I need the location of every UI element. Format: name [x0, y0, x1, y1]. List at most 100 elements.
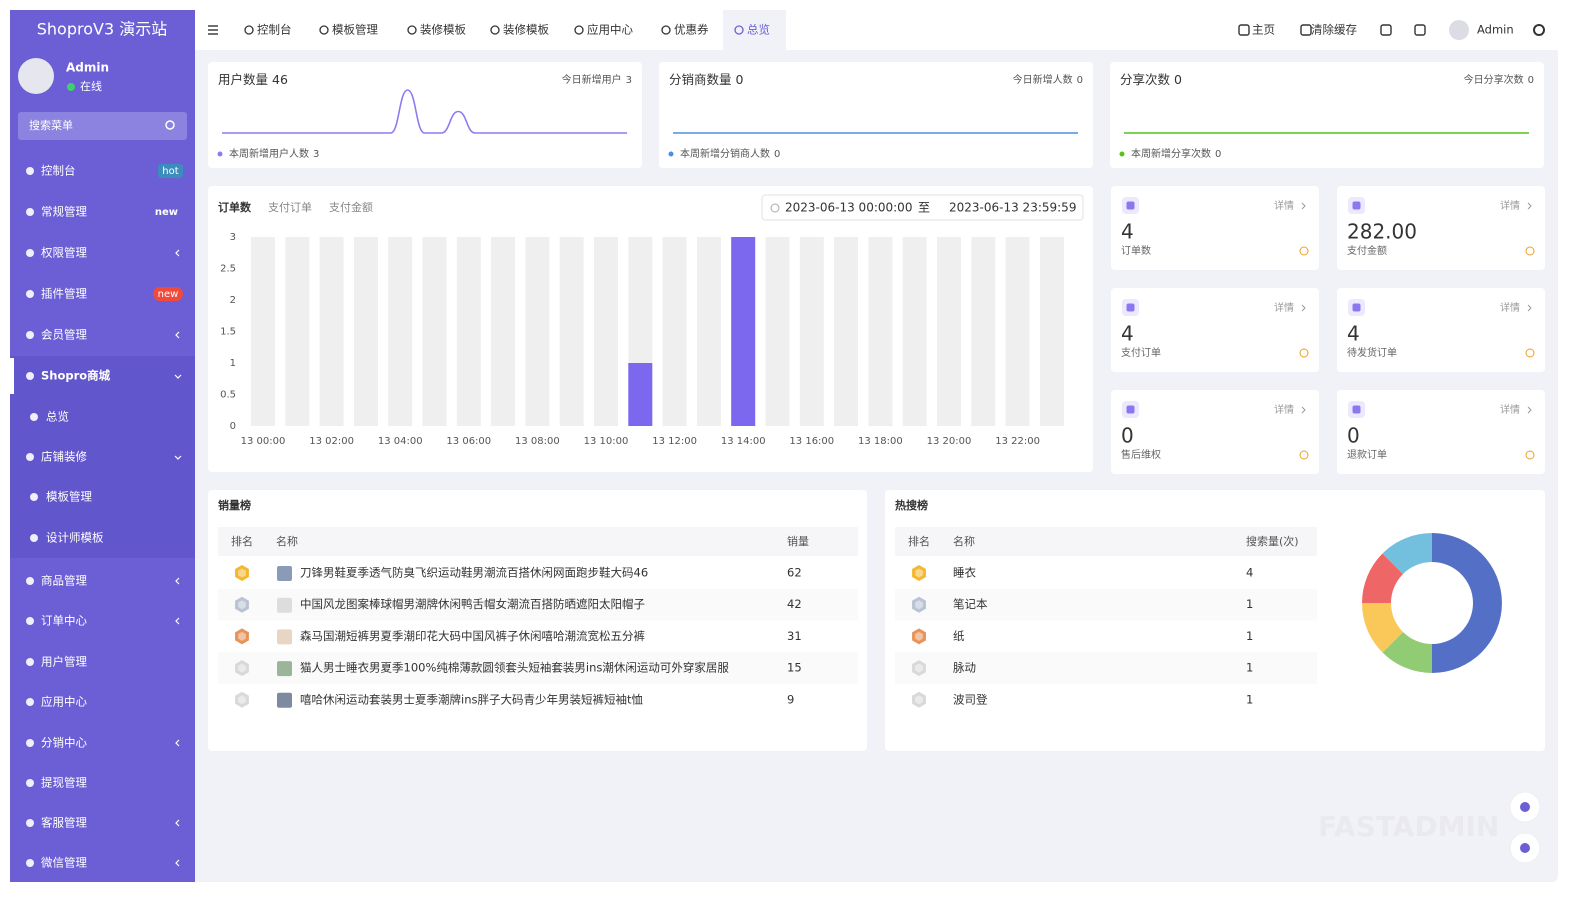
stat-link[interactable]: 详情: [1500, 301, 1520, 314]
x-tick-label: 13 14:00: [721, 436, 766, 447]
nav-tab[interactable]: 装修模板: [503, 23, 549, 37]
table-count: 1: [1246, 629, 1253, 643]
menu-item[interactable]: 客服管理: [41, 816, 87, 830]
table-name: 纸: [953, 629, 965, 643]
stat-value: 4: [1347, 322, 1360, 346]
summary-today-part: 0: [1528, 75, 1534, 86]
summary-today-part: 3: [626, 75, 632, 86]
bar-background: [903, 237, 927, 426]
stat-link[interactable]: 详情: [1500, 199, 1520, 212]
table-header-cell: 名称: [953, 534, 975, 548]
summary-title-part: 分销商数量: [669, 72, 732, 87]
badge-text: new: [158, 289, 179, 300]
stat-label: 待发货订单: [1347, 346, 1397, 359]
stat-label: 退款订单: [1347, 448, 1387, 461]
x-tick-label: 13 08:00: [515, 436, 560, 447]
top-user[interactable]: Admin: [1477, 23, 1514, 37]
menu-item[interactable]: Shopro商城: [41, 369, 111, 383]
menu-item[interactable]: 设计师模板: [46, 531, 104, 545]
menu-item[interactable]: 店铺装修: [41, 450, 87, 464]
stat-link[interactable]: 详情: [1500, 403, 1520, 416]
table-header-cell: 排名: [908, 534, 930, 548]
submenu-band: [10, 356, 195, 558]
table-count: 9: [787, 692, 794, 706]
table-name: 刀锋男鞋夏季透气防臭飞织运动鞋男潮流百搭休闲网面跑步鞋大码46: [300, 566, 648, 580]
stat-label: 售后维权: [1121, 448, 1161, 461]
top-link[interactable]: 清除缓存: [1311, 23, 1357, 37]
menu-item[interactable]: 应用中心: [41, 695, 87, 709]
top-link[interactable]: 主页: [1252, 23, 1275, 37]
menu-item[interactable]: 控制台: [41, 164, 76, 178]
summary-title-part: 分享次数: [1120, 72, 1171, 87]
summary-week: 本周新增分享次数 0: [1131, 147, 1221, 160]
menu-icon: [26, 819, 34, 827]
x-tick-label: 13 06:00: [446, 436, 491, 447]
stat-card: [1111, 288, 1319, 372]
menu-icon: [26, 331, 34, 339]
menu-icon: [30, 534, 38, 542]
bar-background: [388, 237, 412, 426]
chart-tab[interactable]: 支付订单: [268, 201, 312, 214]
nav-tab[interactable]: 总览: [747, 23, 770, 37]
chart-tab[interactable]: 支付金额: [329, 200, 373, 214]
nav-tab[interactable]: 优惠券: [674, 23, 709, 37]
menu-item[interactable]: 会员管理: [41, 328, 87, 342]
menu-item[interactable]: 总览: [46, 410, 69, 424]
stat-icon-inner: [1127, 304, 1135, 312]
menu-item[interactable]: 模板管理: [46, 490, 92, 504]
bar-background: [525, 237, 549, 426]
summary-week: 本周新增用户人数3: [229, 147, 319, 160]
menu-icon: [26, 739, 34, 747]
table-name: 猫人男士睡衣男夏季100%纯棉薄款圆领套头短袖套装男ins潮休闲运动可外穿家居服: [300, 661, 729, 675]
menu-icon: [30, 413, 38, 421]
nav-tab[interactable]: 应用中心: [587, 23, 633, 37]
summary-today-part: 0: [1077, 75, 1083, 86]
stat-value: 0: [1347, 424, 1360, 448]
table-header-cell: 搜索量(次): [1246, 534, 1299, 548]
menu-item[interactable]: 提现管理: [41, 776, 87, 790]
menu-item[interactable]: 订单中心: [41, 614, 87, 628]
bar-background: [491, 237, 515, 426]
summary-today-part: 今日新增用户: [562, 73, 622, 86]
date-sep: 至: [918, 201, 930, 215]
menu-item[interactable]: 分销中心: [41, 736, 87, 750]
table-count: 62: [787, 566, 802, 580]
stat-value: 0: [1121, 424, 1134, 448]
stat-link[interactable]: 详情: [1274, 403, 1294, 416]
table-header-cell: 排名: [231, 534, 253, 548]
table-count: 15: [787, 661, 802, 675]
nav-tab[interactable]: 模板管理: [332, 23, 378, 37]
menu-item[interactable]: 常规管理: [41, 205, 87, 219]
menu-item[interactable]: 微信管理: [41, 856, 87, 870]
summary-week-part: 本周新增分享次数: [1131, 147, 1211, 160]
stat-link[interactable]: 详情: [1274, 301, 1294, 314]
product-thumb: [277, 598, 292, 613]
y-tick-label: 0.5: [220, 390, 236, 401]
y-tick-label: 2: [230, 295, 236, 306]
nav-tab[interactable]: 装修模板: [420, 23, 466, 37]
menu-item[interactable]: 权限管理: [41, 246, 87, 260]
x-tick-label: 13 10:00: [584, 436, 629, 447]
menu-icon: [26, 208, 34, 216]
nav-tab[interactable]: 控制台: [257, 23, 292, 37]
summary-week-part: 0: [1215, 149, 1221, 160]
legend-dot: [1120, 152, 1125, 157]
menu-item[interactable]: 商品管理: [41, 574, 87, 588]
table-name: 波司登: [953, 692, 988, 706]
table-count: 1: [1246, 692, 1253, 706]
summary-week-part: 3: [313, 149, 319, 160]
menu-item[interactable]: 用户管理: [41, 655, 87, 669]
stat-value: 4: [1121, 322, 1134, 346]
summary-today: 今日新增用户 3: [562, 73, 632, 86]
legend-dot: [669, 152, 674, 157]
stat-icon-inner: [1353, 406, 1361, 414]
menu-item[interactable]: 插件管理: [41, 287, 87, 301]
stat-link[interactable]: 详情: [1274, 199, 1294, 212]
table-header-cell: 名称: [276, 534, 298, 548]
bar-background: [354, 237, 378, 426]
stat-label: 支付金额: [1347, 244, 1387, 257]
user-name: Admin: [66, 61, 109, 75]
chart-tab[interactable]: 订单数: [218, 200, 252, 214]
bar-background: [937, 237, 961, 426]
